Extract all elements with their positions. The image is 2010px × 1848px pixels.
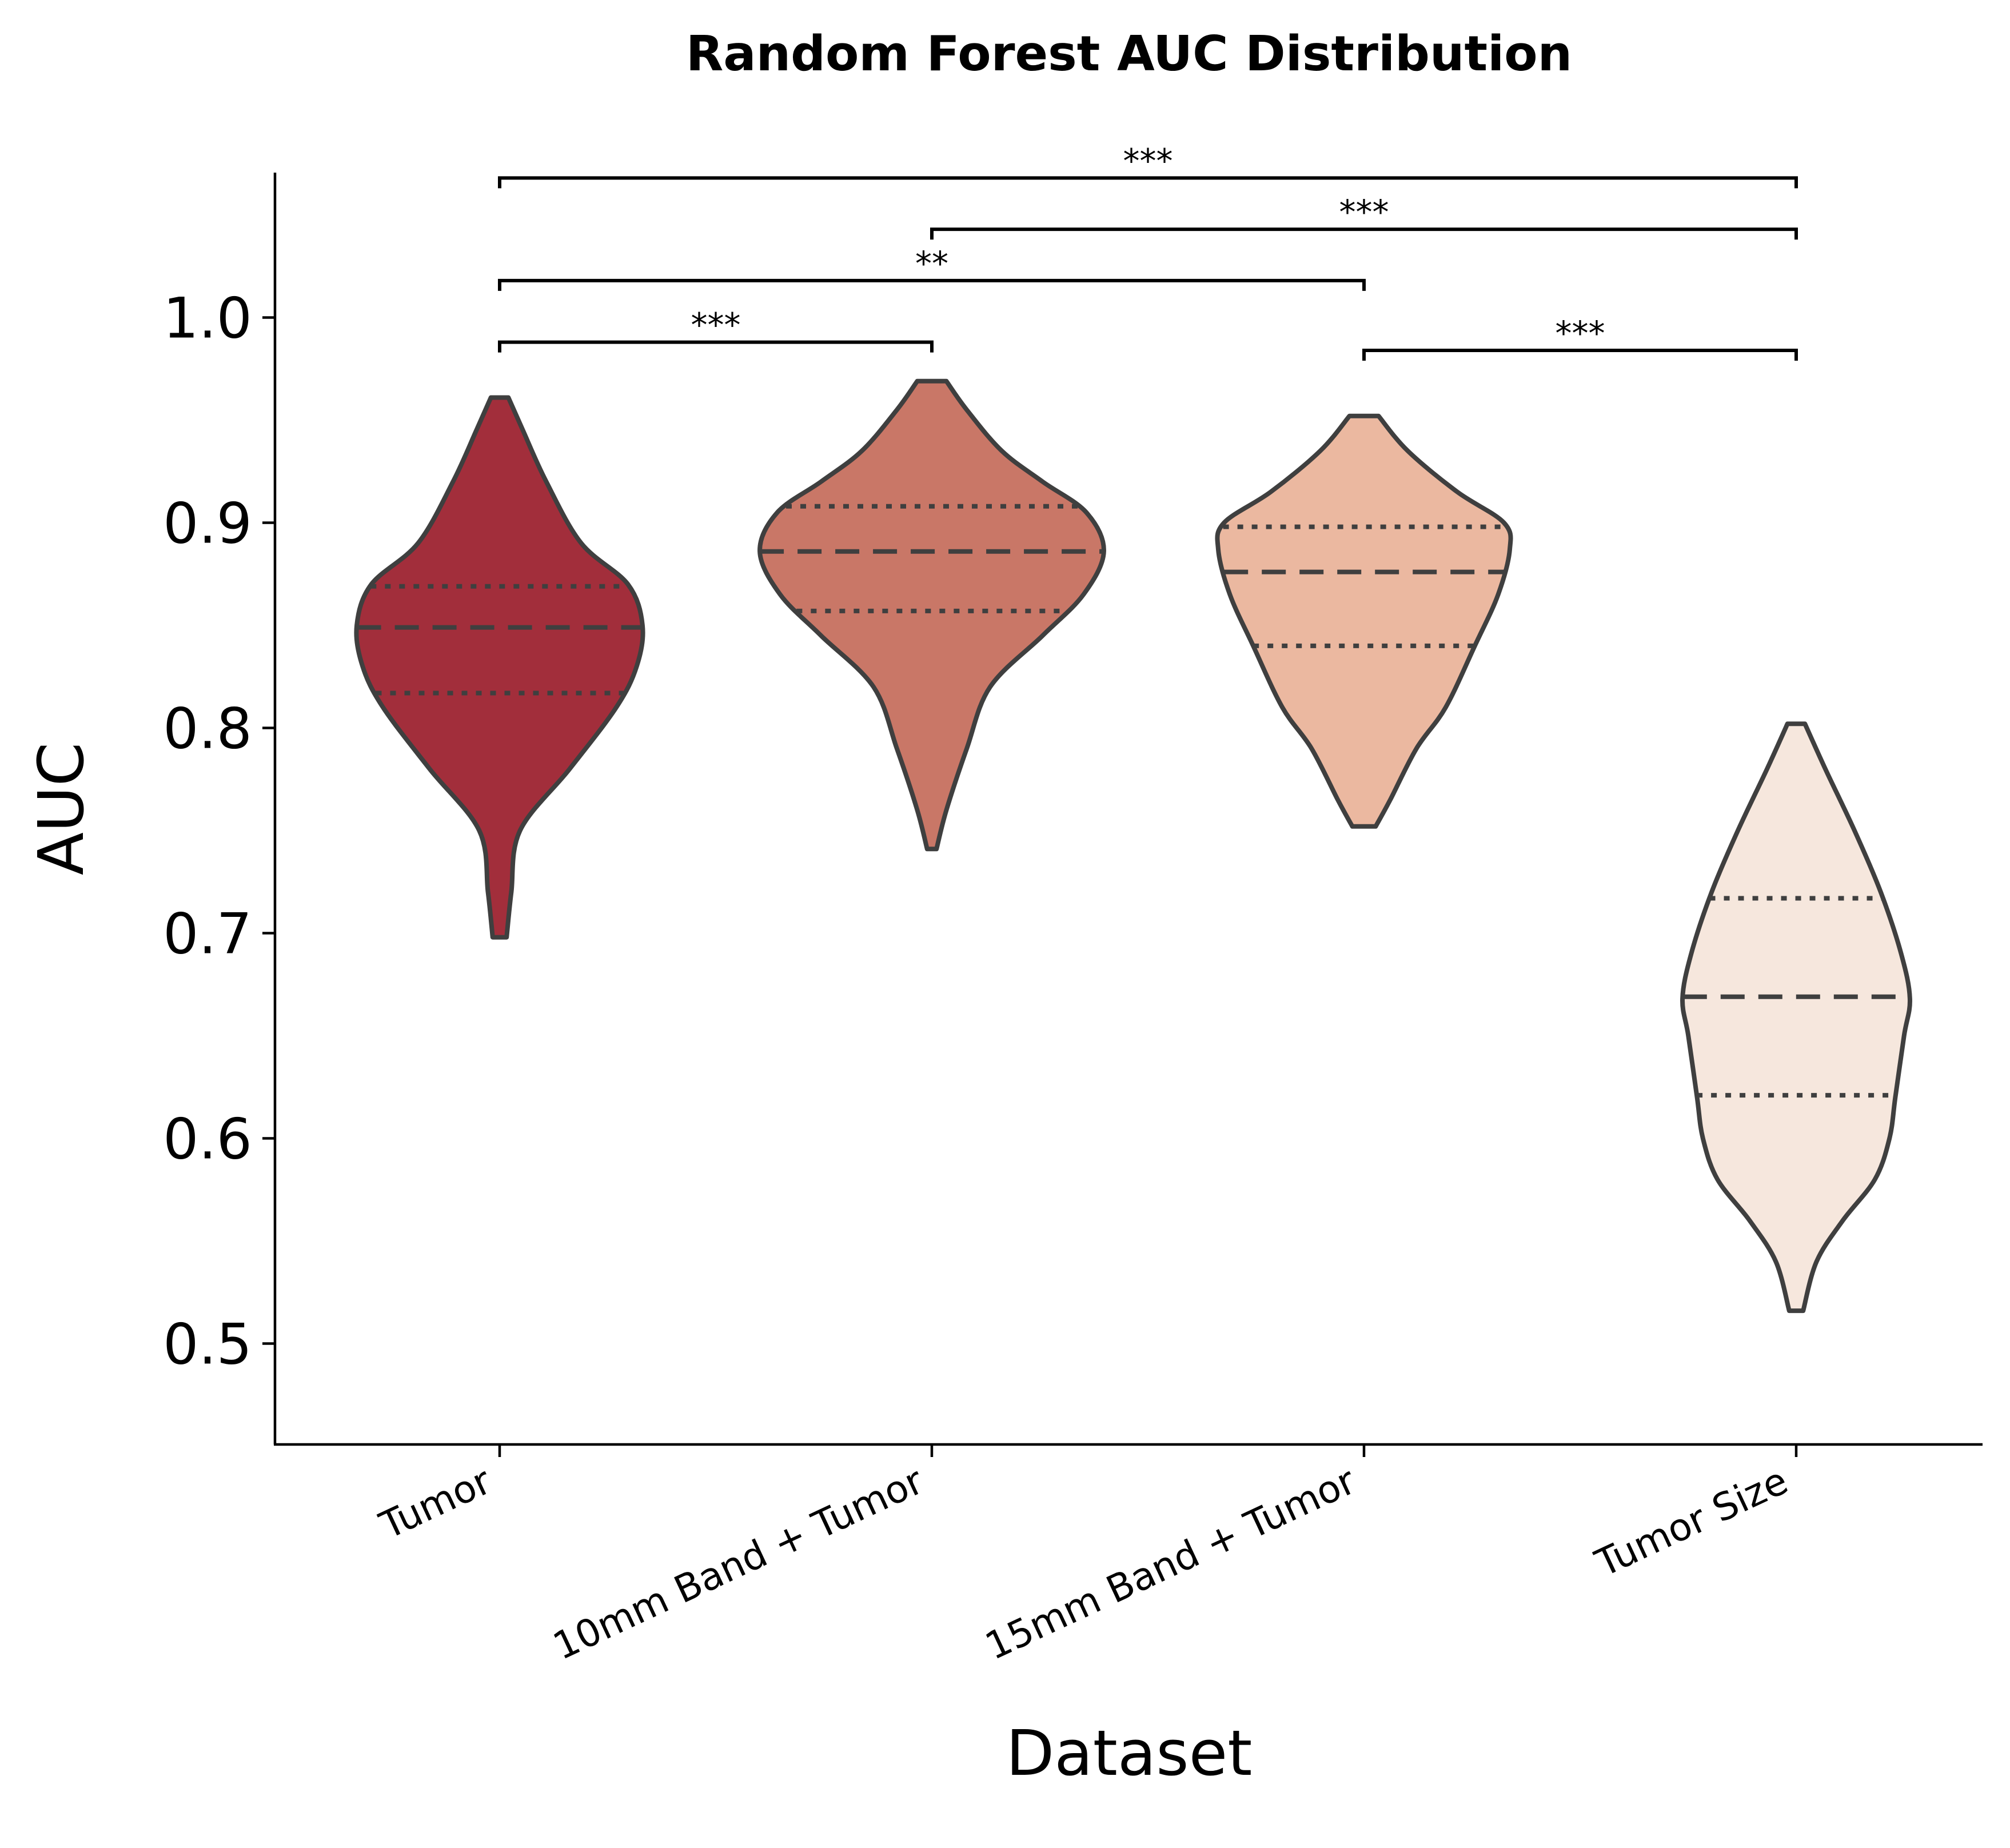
violin-3	[1680, 721, 1912, 1314]
significance-bracket: **	[498, 244, 1366, 291]
y-tick-label: 0.9	[163, 492, 252, 557]
x-tick-label: Tumor	[373, 1458, 498, 1548]
violin-body	[757, 378, 1106, 852]
violin-body	[354, 395, 645, 940]
bracket-line	[498, 278, 1366, 291]
y-tick-label: 0.5	[163, 1312, 252, 1378]
significance-bracket: ***	[930, 193, 1798, 240]
violin-0	[354, 395, 645, 940]
bracket-line	[1362, 348, 1798, 361]
significance-bracket: ***	[498, 306, 934, 353]
significance-label: **	[915, 244, 948, 283]
significance-annotations: *********** ***	[498, 141, 1798, 361]
significance-label: ***	[1339, 193, 1389, 232]
significance-label: ***	[691, 306, 741, 345]
violins	[354, 378, 1912, 1314]
bracket-line	[930, 227, 1798, 240]
x-axis-label: Dataset	[1006, 1717, 1253, 1790]
x-tick-label: 10mm Band + Tumor	[547, 1458, 931, 1669]
violin-body	[1215, 413, 1513, 829]
y-tick-label: 0.7	[163, 902, 252, 967]
x-tick-label: Tumor Size	[1589, 1459, 1794, 1586]
significance-label: ***	[1556, 314, 1605, 353]
significance-bracket: ***	[498, 141, 1798, 189]
violin-2	[1215, 413, 1513, 829]
y-tick-label: 0.6	[163, 1107, 252, 1172]
y-axis-label: AUC	[25, 743, 98, 876]
violin-body	[1680, 721, 1912, 1314]
significance-bracket: ***	[1362, 314, 1798, 361]
significance-label: ***	[1123, 141, 1173, 180]
chart-title: Random Forest AUC Distribution	[686, 26, 1572, 82]
x-ticks: Tumor 10mm Band + Tumor 15mm Band + Tumor T…	[373, 1444, 1798, 1669]
bracket-line	[498, 176, 1798, 189]
bracket-line	[498, 340, 934, 353]
y-ticks: 0.5 0.6 0.7 0.8 0.9 1.0	[163, 286, 275, 1378]
x-tick-label: 15mm Band + Tumor	[979, 1458, 1363, 1669]
y-tick-label: 1.0	[163, 286, 252, 352]
y-tick-label: 0.8	[163, 697, 252, 762]
violin-1	[757, 378, 1106, 852]
